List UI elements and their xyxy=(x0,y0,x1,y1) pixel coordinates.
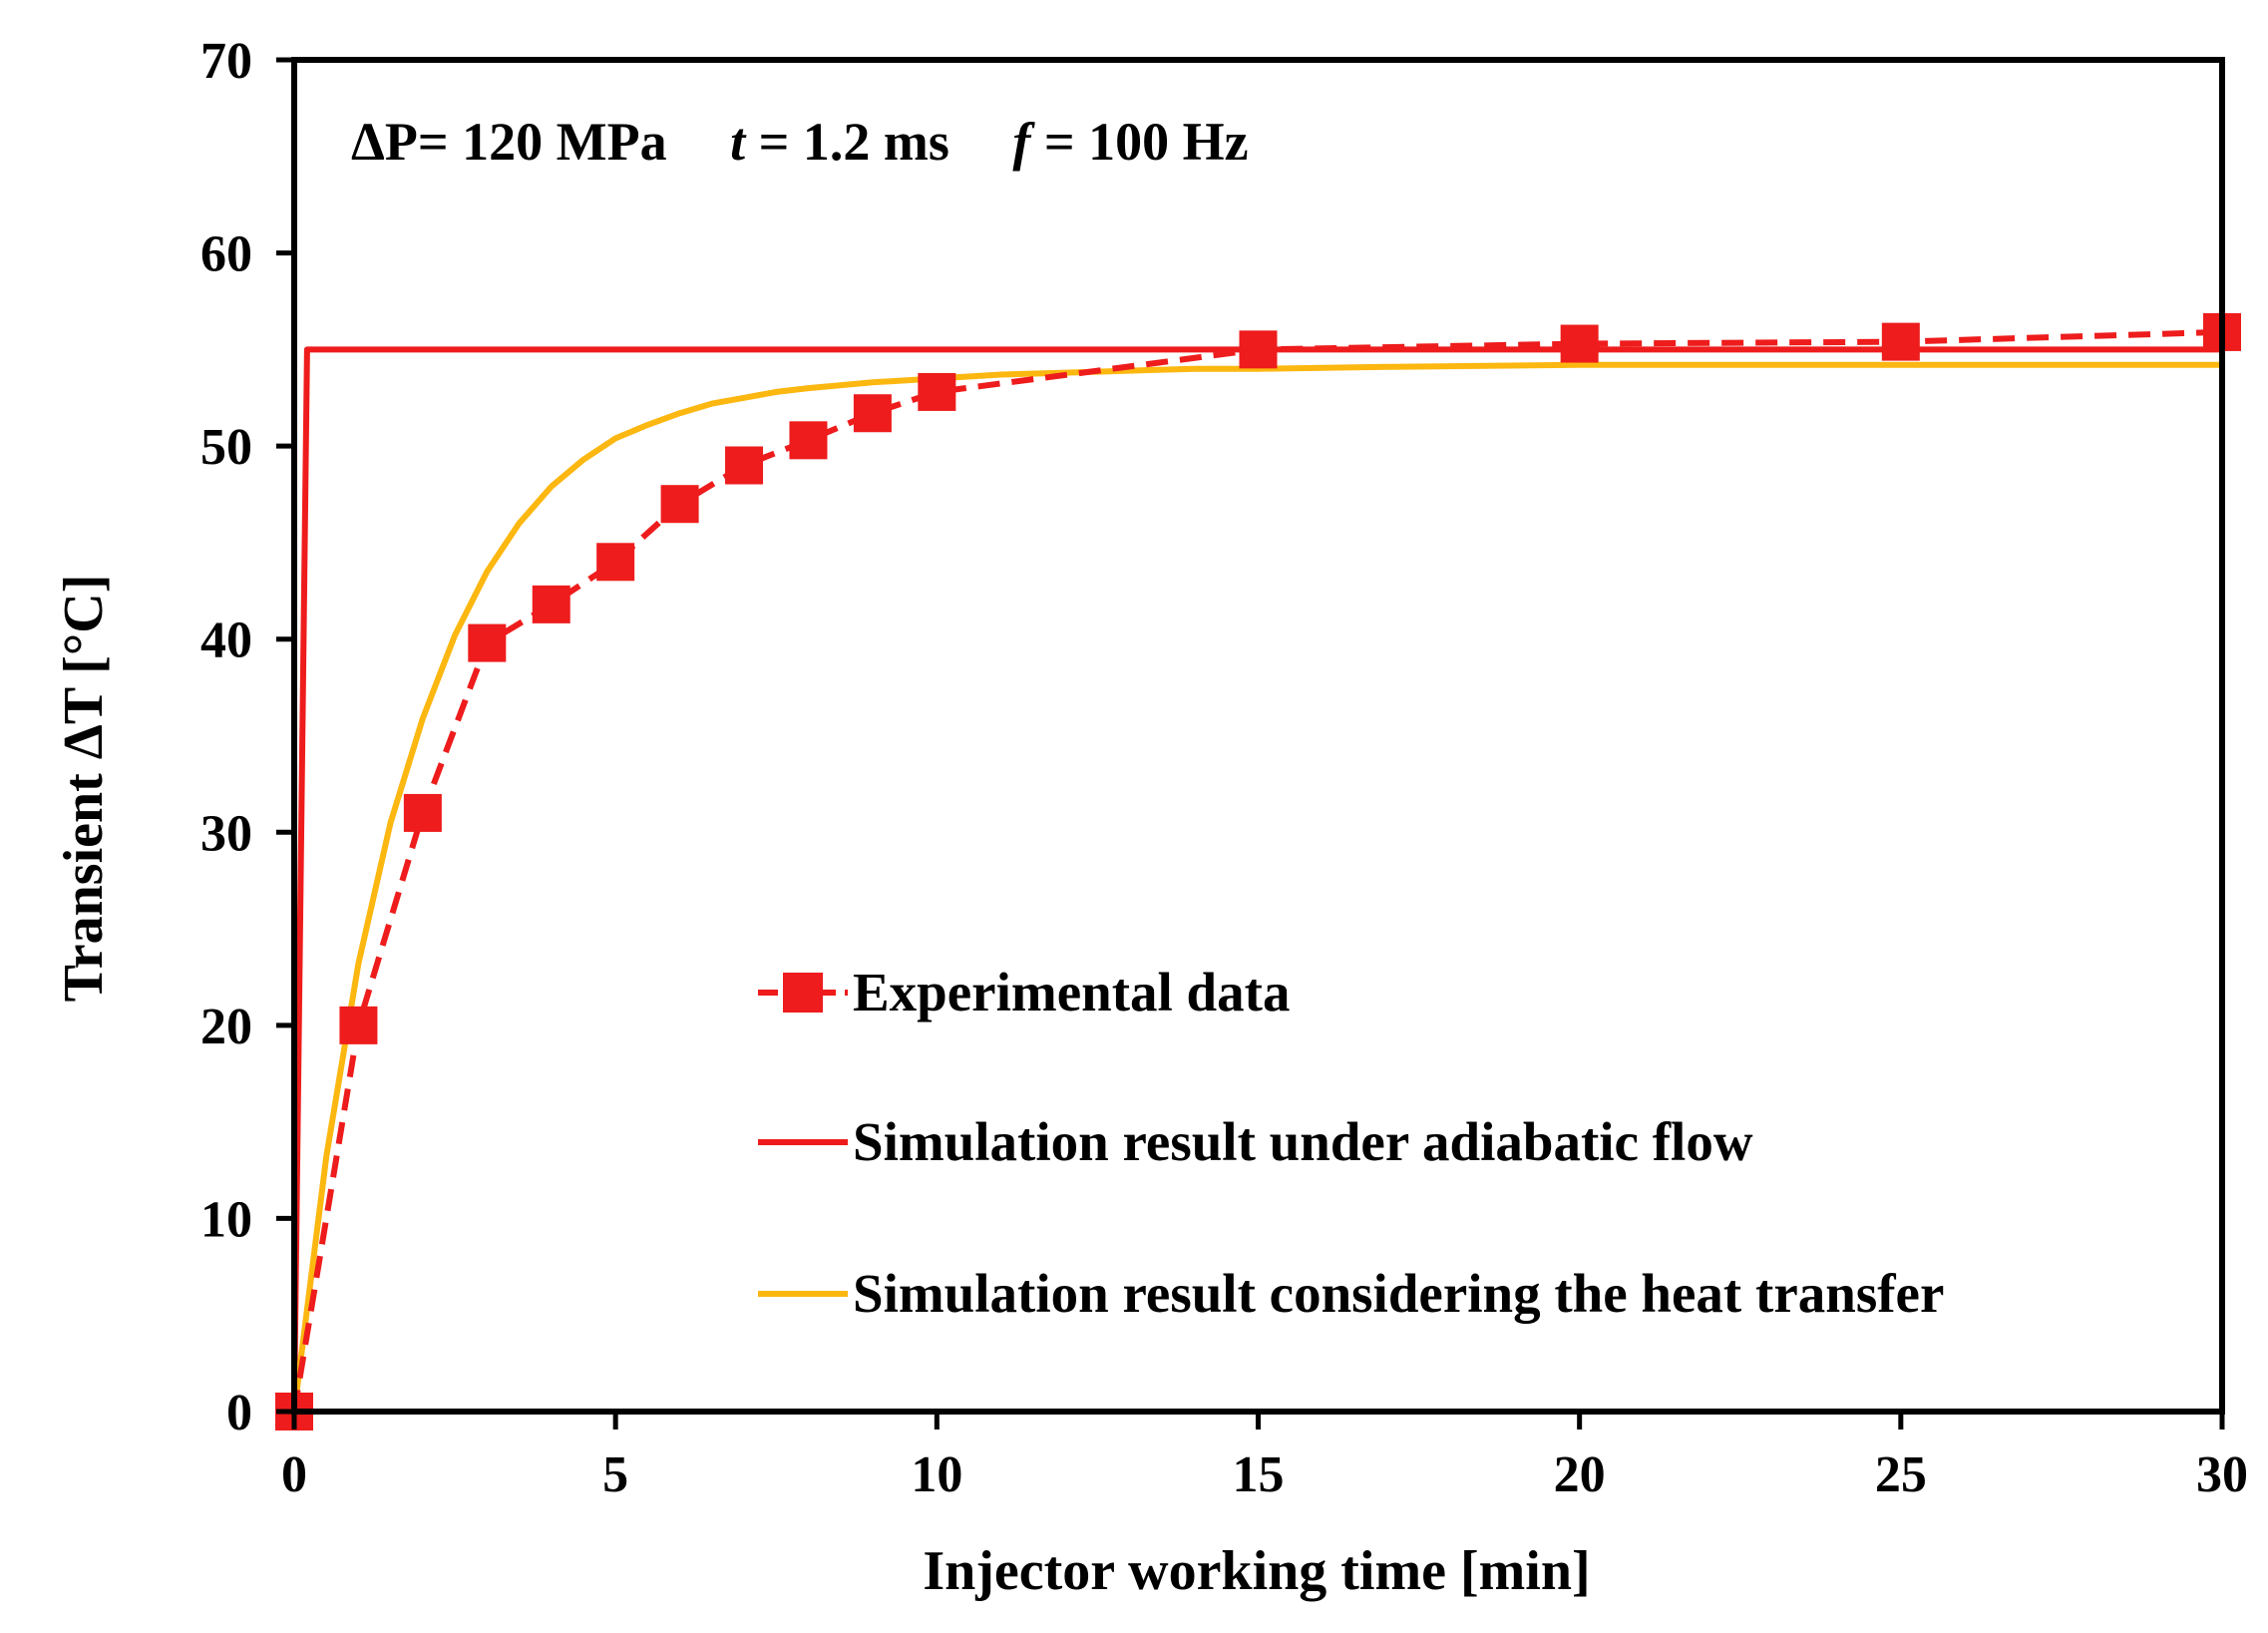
y-tick-label: 50 xyxy=(200,419,252,476)
experimental-data-point xyxy=(789,421,828,460)
experimental-data-point xyxy=(339,1006,378,1044)
experimental-data-point xyxy=(403,793,442,832)
y-tick-label: 20 xyxy=(200,999,252,1055)
legend: Experimental data Simulation result unde… xyxy=(758,962,1944,1324)
legend-label-heat-transfer: Simulation result considering the heat t… xyxy=(853,1263,1944,1324)
legend-item-heat-transfer: Simulation result considering the heat t… xyxy=(758,1263,1944,1324)
y-axis-ticks: 0 10 20 30 40 50 60 70 xyxy=(200,33,294,1441)
experimental-data-point xyxy=(468,623,507,662)
plot-layer xyxy=(275,312,2241,1430)
legend-label-adiabatic: Simulation result under adiabatic flow xyxy=(853,1111,1753,1172)
plot-area-border xyxy=(291,57,2225,1415)
experimental-data-point xyxy=(918,372,956,411)
condition-annotation: ΔP= 120 MPa t = 1.2 ms f = 100 Hz xyxy=(351,112,1249,172)
series-line-adiabatic xyxy=(291,346,2225,1415)
x-axis-ticks: 0 5 10 15 20 25 30 xyxy=(281,1412,2248,1503)
x-tick-label: 0 xyxy=(281,1446,307,1503)
x-tick-label: 30 xyxy=(2196,1446,2248,1503)
y-tick-label: 10 xyxy=(200,1191,252,1248)
experimental-data-point xyxy=(532,585,570,623)
x-tick-label: 10 xyxy=(911,1446,962,1503)
x-tick-label: 5 xyxy=(602,1446,628,1503)
y-tick-label: 70 xyxy=(200,33,252,90)
y-axis-title: Transient ΔT [°C] xyxy=(53,575,115,1003)
duration-symbol: t xyxy=(730,112,747,172)
series-line-experimental xyxy=(291,328,2223,1413)
experimental-data-point xyxy=(725,446,764,485)
legend-swatch-experimental-marker xyxy=(783,973,823,1013)
legend-item-adiabatic: Simulation result under adiabatic flow xyxy=(758,1111,1753,1172)
experimental-data-point xyxy=(660,485,699,524)
frequency-value: = 100 Hz xyxy=(1044,112,1249,172)
pressure-difference-label: ΔP= 120 MPa xyxy=(351,112,667,172)
experimental-data-point xyxy=(1560,324,1599,363)
y-tick-label: 60 xyxy=(200,226,252,283)
x-tick-label: 15 xyxy=(1233,1446,1285,1503)
experimental-data-point xyxy=(1881,322,1920,361)
experimental-data-point xyxy=(596,543,635,582)
x-tick-label: 20 xyxy=(1554,1446,1606,1503)
frequency-symbol: f xyxy=(1012,112,1035,172)
series-line-heat-transfer xyxy=(291,361,2225,1415)
legend-item-experimental: Experimental data xyxy=(758,962,1290,1022)
experimental-data-point xyxy=(853,394,892,433)
duration-value: = 1.2 ms xyxy=(759,112,949,172)
experimental-data-point xyxy=(1239,330,1278,369)
y-tick-label: 30 xyxy=(200,805,252,862)
y-tick-label: 40 xyxy=(200,612,252,669)
x-tick-label: 25 xyxy=(1875,1446,1927,1503)
y-tick-label: 0 xyxy=(226,1385,252,1441)
legend-label-experimental: Experimental data xyxy=(853,962,1290,1022)
x-axis-title: Injector working time [min] xyxy=(923,1540,1590,1602)
